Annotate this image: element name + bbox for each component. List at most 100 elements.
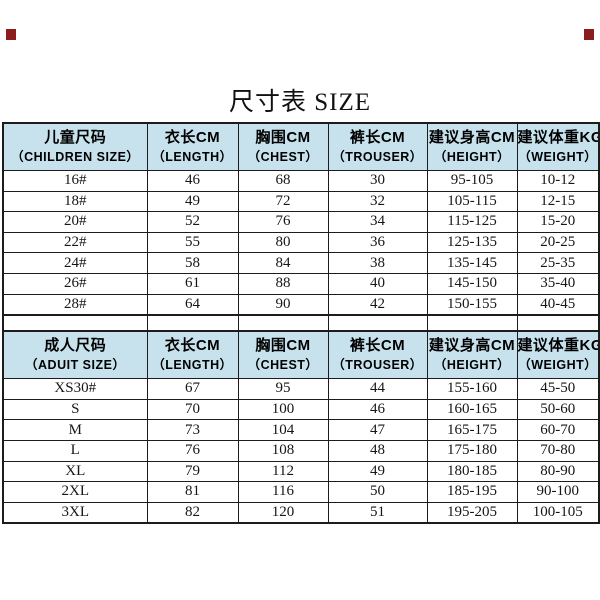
value-cell: 165-175 — [426, 419, 518, 441]
value-cell: 104 — [237, 419, 329, 441]
value-cell: 155-160 — [426, 378, 518, 400]
value-cell: 115-125 — [426, 211, 518, 233]
value-cell: 76 — [146, 439, 239, 462]
children-size-body: 16# 46 68 30 95-105 10-12 18# 49 72 32 105-115 12-1… — [2, 170, 600, 316]
value-cell: 105-115 — [426, 190, 518, 213]
size-cell: 3XL — [2, 501, 148, 524]
value-cell: 100-105 — [516, 501, 600, 524]
header-children-size: 儿童尺码 （CHILDREN SIZE） — [2, 122, 148, 171]
header-cn-label: 建议体重KG — [517, 129, 599, 146]
value-cell: 108 — [237, 439, 329, 462]
corner-mark-right — [584, 29, 594, 40]
value-cell: 135-145 — [426, 252, 518, 274]
header-cn-label: 胸围CM — [255, 337, 311, 355]
header-cn-label: 衣长CM — [164, 337, 221, 355]
spacer-cell — [237, 314, 329, 333]
size-cell: 24# — [2, 252, 148, 274]
table-row: 22# 55 80 36 125-135 20-25 — [2, 231, 600, 254]
value-cell: 64 — [146, 293, 239, 316]
value-cell: 49 — [327, 460, 428, 483]
value-cell: 47 — [327, 419, 428, 441]
table-row: M 73 104 47 165-175 60-70 — [2, 419, 600, 441]
header-cn-label: 胸围CM — [255, 129, 311, 146]
value-cell: 61 — [146, 272, 239, 295]
value-cell: 67 — [146, 378, 239, 400]
value-cell: 180-185 — [426, 460, 518, 483]
value-cell: 70 — [146, 398, 239, 421]
spacer-cell — [516, 314, 600, 333]
header-en-label: （HEIGHT） — [433, 358, 511, 373]
value-cell: 20-25 — [516, 231, 600, 254]
size-cell: 22# — [2, 231, 148, 254]
value-cell: 15-20 — [516, 211, 600, 233]
size-cell: XL — [2, 460, 148, 483]
header-adult-size: 成人尺码 （ADUIT SIZE） — [2, 330, 148, 380]
header-en-label: （CHEST） — [247, 358, 319, 373]
value-cell: 76 — [237, 211, 329, 233]
page-title: 尺寸表 SIZE — [228, 89, 372, 116]
table-row: 28# 64 90 42 150-155 40-45 — [2, 293, 600, 316]
value-cell: 50-60 — [516, 398, 600, 421]
header-length: 衣长CM （LENGTH） — [146, 330, 239, 380]
header-trouser: 裤长CM （TROUSER） — [327, 330, 428, 380]
children-size-header: 儿童尺码 （CHILDREN SIZE） 衣长CM （LENGTH） 胸围CM … — [2, 122, 600, 171]
spacer-cell — [426, 314, 518, 333]
table-row: XS30# 67 95 44 155-160 45-50 — [2, 378, 600, 400]
value-cell: 79 — [146, 460, 239, 483]
header-en-label: （TROUSER） — [332, 150, 423, 164]
header-en-label: （HEIGHT） — [433, 150, 511, 164]
corner-mark-left — [6, 29, 16, 40]
header-trouser: 裤长CM （TROUSER） — [327, 122, 428, 171]
size-cell: 28# — [2, 293, 148, 316]
value-cell: 10-12 — [516, 170, 600, 192]
header-weight: 建议体重KG （WEIGHT） — [516, 122, 600, 171]
header-cn-label: 建议身高CM — [428, 337, 516, 355]
table-row: 18# 49 72 32 105-115 12-15 — [2, 190, 600, 213]
value-cell: 95 — [237, 378, 329, 400]
value-cell: 120 — [237, 501, 329, 524]
value-cell: 73 — [146, 419, 239, 441]
value-cell: 125-135 — [426, 231, 518, 254]
table-row: XL 79 112 49 180-185 80-90 — [2, 460, 600, 483]
value-cell: 45-50 — [516, 378, 600, 400]
header-cn-label: 成人尺码 — [44, 337, 107, 355]
value-cell: 68 — [237, 170, 329, 192]
table-row: 16# 46 68 30 95-105 10-12 — [2, 170, 600, 192]
header-length: 衣长CM （LENGTH） — [146, 122, 239, 171]
value-cell: 34 — [327, 211, 428, 233]
spacer-row — [2, 314, 600, 333]
header-chest: 胸围CM （CHEST） — [237, 330, 329, 380]
value-cell: 88 — [237, 272, 329, 295]
table-row: 2XL 81 116 50 185-195 90-100 — [2, 481, 600, 503]
header-en-label: （LENGTH） — [152, 358, 233, 373]
value-cell: 48 — [327, 439, 428, 462]
value-cell: 185-195 — [426, 481, 518, 503]
table-row: 20# 52 76 34 115-125 15-20 — [2, 211, 600, 233]
header-chest: 胸围CM （CHEST） — [237, 122, 329, 171]
value-cell: 81 — [146, 481, 239, 503]
size-cell: M — [2, 419, 148, 441]
value-cell: 50 — [327, 481, 428, 503]
value-cell: 55 — [146, 231, 239, 254]
value-cell: 175-180 — [426, 439, 518, 462]
size-cell: XS30# — [2, 378, 148, 400]
value-cell: 82 — [146, 501, 239, 524]
adult-size-body: XS30# 67 95 44 155-160 45-50 S 70 100 46 160-165 50… — [2, 378, 600, 524]
value-cell: 46 — [327, 398, 428, 421]
value-cell: 70-80 — [516, 439, 600, 462]
value-cell: 116 — [237, 481, 329, 503]
value-cell: 195-205 — [426, 501, 518, 524]
size-cell: L — [2, 439, 148, 462]
value-cell: 40 — [327, 272, 428, 295]
table-row: 24# 58 84 38 135-145 25-35 — [2, 252, 600, 274]
value-cell: 72 — [237, 190, 329, 213]
value-cell: 49 — [146, 190, 239, 213]
header-cn-label: 裤长CM — [349, 129, 406, 146]
table-row: L 76 108 48 175-180 70-80 — [2, 439, 600, 462]
value-cell: 100 — [237, 398, 329, 421]
size-cell: 18# — [2, 190, 148, 213]
size-table: 儿童尺码 （CHILDREN SIZE） 衣长CM （LENGTH） 胸围CM … — [2, 122, 600, 525]
size-cell: 26# — [2, 272, 148, 295]
header-en-label: （CHEST） — [247, 150, 319, 164]
header-en-label: （WEIGHT） — [518, 150, 598, 164]
